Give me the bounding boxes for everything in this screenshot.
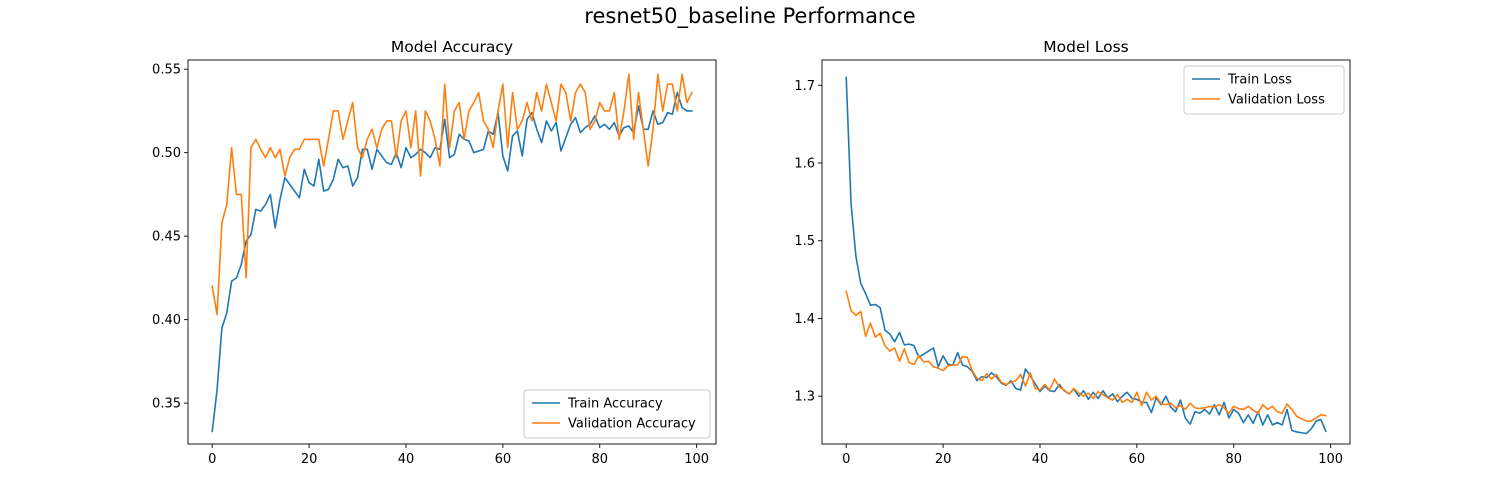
y-tick-label: 0.45 [152, 230, 181, 245]
x-tick-label: 20 [301, 452, 318, 467]
legend-box [523, 389, 711, 439]
y-tick-label: 1.3 [794, 390, 815, 405]
x-tick-label: 0 [842, 452, 850, 467]
x-tick-label: 40 [398, 452, 415, 467]
accuracy-chart: 0 20 40 60 80 100 0.35 0.40 0.45 0.50 0.55 Model Ac… [152, 38, 717, 467]
legend: Train Accuracy Validation Accuracy [523, 389, 711, 439]
legend-box [1183, 65, 1345, 115]
axes-frame [187, 59, 717, 445]
y-tick-label: 0.40 [152, 313, 181, 328]
legend-label: Train Accuracy [567, 397, 663, 412]
series-line-validation-loss [845, 290, 1327, 422]
legend-label: Train Loss [1227, 73, 1292, 88]
x-tick-label: 80 [1225, 452, 1242, 467]
plot-area [211, 73, 693, 433]
x-tick-label: 60 [1129, 452, 1146, 467]
chart-title: Model Loss [1043, 38, 1128, 56]
series-line-train-loss [845, 76, 1327, 435]
legend: Train Loss Validation Loss [1183, 65, 1345, 115]
figure-title: resnet50_baseline Performance [584, 4, 916, 28]
y-tick-label: 1.6 [794, 156, 815, 171]
x-tick-label: 0 [208, 452, 216, 467]
y-tick-label: 1.4 [794, 312, 815, 327]
y-tick-label: 1.5 [794, 234, 815, 249]
legend-label: Validation Accuracy [568, 417, 696, 432]
x-tick-label: 40 [1032, 452, 1049, 467]
loss-chart: 0 20 40 60 80 100 1.3 1.4 1.5 1.6 1.7 Model Loss Tra… [794, 38, 1351, 467]
plot-area [845, 76, 1327, 435]
y-tick-label: 0.35 [152, 397, 181, 412]
y-tick-label: 0.50 [152, 146, 181, 161]
y-tick-label: 1.7 [794, 79, 815, 94]
x-tick-label: 100 [684, 452, 709, 467]
x-tick-label: 100 [1318, 452, 1343, 467]
legend-label: Validation Loss [1228, 93, 1325, 108]
chart-title: Model Accuracy [391, 38, 513, 56]
series-line-validation-accuracy [211, 73, 693, 316]
y-tick-label: 0.55 [152, 63, 181, 78]
x-tick-label: 20 [935, 452, 952, 467]
x-tick-label: 80 [591, 452, 608, 467]
x-tick-label: 60 [495, 452, 512, 467]
axes-frame [821, 59, 1351, 445]
series-line-train-accuracy [211, 91, 693, 433]
